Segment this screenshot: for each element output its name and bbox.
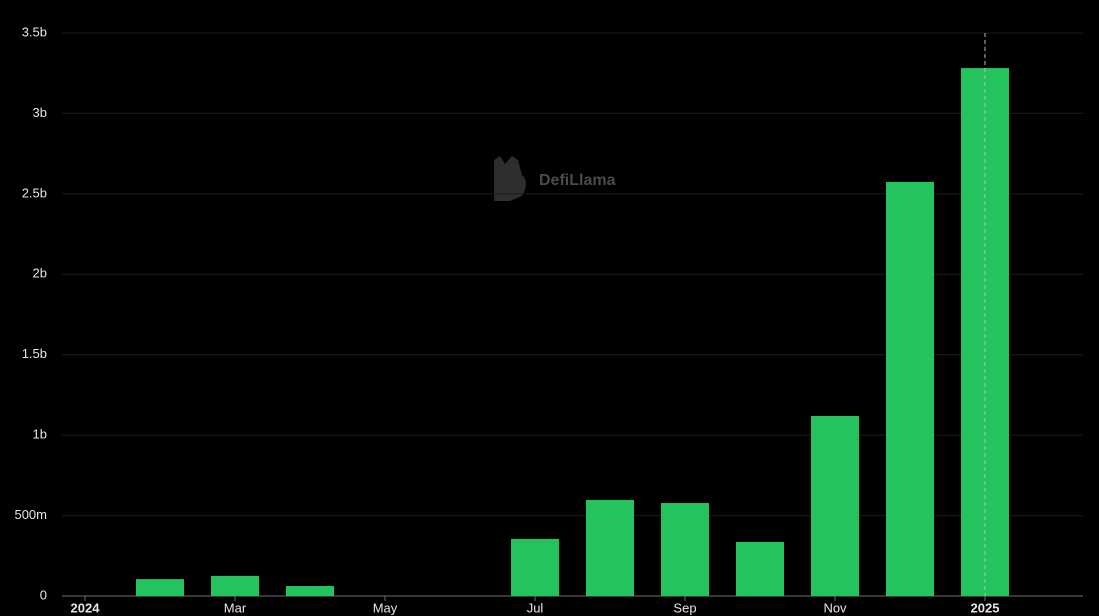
bar (736, 541, 784, 596)
watermark: DefiLlama (494, 156, 616, 201)
y-tick-label: 2.5b (22, 185, 47, 200)
bar (961, 68, 1009, 597)
bar (586, 499, 634, 596)
x-tick-label: 2024 (71, 600, 101, 615)
y-tick-label: 0 (40, 587, 47, 602)
y-tick-label: 1.5b (22, 346, 47, 361)
x-tick-label: 2025 (971, 600, 1000, 615)
x-tick-label: Nov (823, 600, 847, 615)
y-tick-label: 3b (33, 105, 47, 120)
bar (511, 538, 559, 596)
y-tick-label: 500m (14, 507, 47, 522)
y-tick-label: 1b (33, 427, 47, 442)
bar (811, 416, 859, 596)
bar (661, 503, 709, 596)
x-tick-label: Mar (224, 600, 247, 615)
y-tick-label: 3.5b (22, 24, 47, 39)
bar (211, 575, 259, 596)
watermark-logo (494, 156, 526, 201)
y-tick-label: 2b (33, 266, 47, 281)
bar (886, 181, 934, 596)
x-tick-label: Sep (673, 600, 696, 615)
bar (136, 579, 184, 596)
x-tick-label: May (373, 600, 398, 615)
x-tick-label: Jul (527, 600, 544, 615)
watermark-text: DefiLlama (539, 172, 616, 189)
bar (286, 586, 334, 596)
